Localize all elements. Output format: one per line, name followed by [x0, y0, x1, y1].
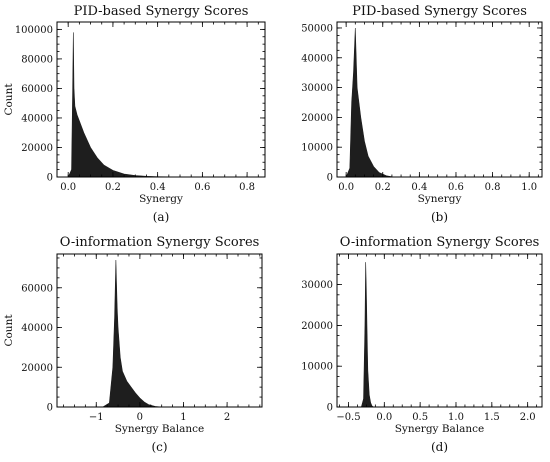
x-tick-label: 0.0 [338, 182, 354, 193]
x-tick-label: 0.6 [448, 182, 464, 193]
y-tick-label: 30000 [301, 83, 333, 94]
y-tick-label: 40000 [21, 323, 53, 334]
panel-caption: (a) [153, 210, 170, 224]
x-tick-label: 0.8 [239, 182, 255, 193]
x-axis-label: Synergy [139, 193, 183, 205]
x-tick-label: 0.6 [194, 182, 210, 193]
y-tick-label: 0 [327, 403, 333, 414]
y-tick-label: 40000 [301, 53, 333, 64]
x-tick-label: −0.5 [336, 412, 360, 423]
histogram-area [101, 259, 162, 408]
chart-title: O-information Synergy Scores [340, 235, 540, 250]
x-tick-label: 0.2 [105, 182, 121, 193]
chart-title: PID-based Synergy Scores [352, 4, 527, 19]
x-axis-label: Synergy Balance [395, 423, 485, 435]
y-tick-label: 0 [47, 173, 53, 184]
plot-frame [56, 253, 263, 408]
x-tick-label: 1 [180, 412, 186, 423]
panel-b: 0.0 0.2 0.4 0.6 0.8 1.0 0 10000 20000 30000 40000 5… [301, 4, 543, 224]
y-tick-label: 60000 [21, 283, 53, 294]
y-axis-label: Count [3, 83, 15, 116]
plot-frame [336, 21, 543, 178]
histogram-area [345, 27, 394, 178]
x-tick-label: 0.2 [375, 182, 391, 193]
panel-caption: (b) [431, 210, 448, 224]
x-tick-label: 2.0 [520, 412, 536, 423]
y-axis-label: Count [3, 314, 15, 347]
plot-frame [56, 21, 266, 178]
x-tick-label: 1.0 [448, 412, 464, 423]
x-tick-label: 0.4 [411, 182, 427, 193]
x-tick-label: 0.8 [485, 182, 501, 193]
x-tick-label: 0.0 [60, 182, 76, 193]
y-tick-label: 60000 [21, 84, 53, 95]
x-tick-label: 0.5 [412, 412, 428, 423]
x-axis-label: Synergy [418, 193, 462, 205]
panel-caption: (d) [431, 440, 448, 454]
panel-d: −0.5 0.0 0.5 1.0 1.5 2.0 0 10000 20000 30000 O-inf… [301, 235, 543, 454]
y-tick-label: 40000 [21, 113, 53, 124]
x-tick-label: 0 [137, 412, 143, 423]
y-tick-label: 0 [47, 403, 53, 414]
y-tick-label: 20000 [21, 143, 53, 154]
panel-c: −1 0 1 2 0 20000 40000 60000 O-information Syner… [3, 235, 263, 454]
x-tick-label: 1.0 [521, 182, 537, 193]
y-tick-label: 100000 [15, 25, 53, 36]
x-tick-label: −1 [89, 412, 104, 423]
panel-a: 0.0 0.2 0.4 0.6 0.8 0 20000 40000 60000 80000 1000… [3, 4, 266, 224]
y-tick-label: 50000 [301, 23, 333, 34]
histogram-area [67, 32, 181, 178]
panel-caption: (c) [151, 440, 167, 454]
y-tick-label: 10000 [301, 143, 333, 154]
y-tick-label: 80000 [21, 54, 53, 65]
x-tick-label: 0.0 [376, 412, 392, 423]
histogram-area [360, 262, 375, 408]
x-tick-label: 1.5 [484, 412, 500, 423]
x-tick-label: 2 [224, 412, 230, 423]
y-tick-label: 0 [327, 173, 333, 184]
x-tick-label: 0.4 [150, 182, 166, 193]
chart-title: PID-based Synergy Scores [74, 4, 249, 19]
y-tick-label: 20000 [21, 363, 53, 374]
x-axis-label: Synergy Balance [115, 423, 205, 435]
y-tick-label: 10000 [301, 362, 333, 373]
plot-frame [336, 253, 543, 408]
y-tick-label: 20000 [301, 113, 333, 124]
y-tick-label: 30000 [301, 280, 333, 291]
y-tick-label: 20000 [301, 321, 333, 332]
chart-title: O-information Synergy Scores [60, 235, 260, 250]
